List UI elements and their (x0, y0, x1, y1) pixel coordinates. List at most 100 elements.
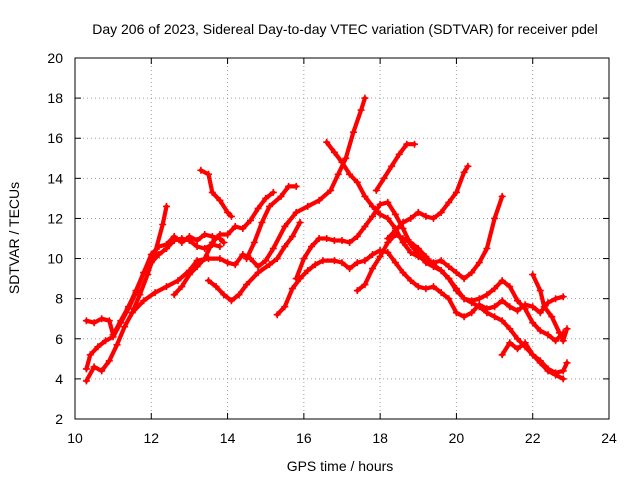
data-point-marker (342, 154, 350, 162)
data-point-marker (254, 269, 262, 277)
data-point-marker (323, 235, 331, 242)
data-point-marker (540, 303, 548, 311)
series-line (294, 200, 566, 381)
data-point-marker (330, 237, 338, 244)
data-point-marker (529, 271, 537, 279)
data-point-marker (555, 329, 563, 337)
data-point-marker (563, 325, 571, 333)
data-point-marker (437, 257, 445, 265)
data-point-marker (216, 243, 224, 250)
data-point-marker (224, 259, 232, 267)
data-point-marker (220, 291, 228, 299)
data-point-marker (468, 269, 476, 277)
series-s6 (197, 166, 235, 220)
series-s5 (170, 188, 277, 299)
data-point-marker (361, 223, 369, 230)
data-point-marker (94, 343, 102, 351)
series-s13 (372, 140, 418, 194)
data-point-marker (395, 150, 403, 158)
data-point-marker (102, 337, 109, 345)
data-point-marker (376, 210, 384, 218)
data-point-marker (258, 219, 266, 226)
data-point-marker (235, 291, 243, 299)
data-point-marker (491, 285, 499, 293)
data-point-marker (422, 212, 430, 220)
data-point-marker (239, 225, 247, 232)
y-tick-label: 6 (55, 331, 63, 347)
data-point-marker (266, 261, 273, 269)
data-point-marker (163, 245, 170, 252)
data-point-marker (98, 367, 106, 375)
data-point-marker (86, 351, 94, 359)
data-point-marker (376, 200, 384, 208)
data-point-marker (254, 204, 262, 212)
data-point-marker (109, 333, 117, 341)
x-tick-label: 16 (296, 430, 312, 446)
y-tick-label: 20 (47, 50, 63, 66)
data-point-marker (437, 208, 445, 216)
data-point-marker (452, 285, 460, 293)
data-point-marker (90, 363, 98, 371)
data-point-marker (544, 331, 552, 339)
x-tick-label: 22 (525, 430, 541, 446)
data-point-marker (128, 309, 136, 317)
data-point-marker (266, 202, 273, 210)
data-point-marker (498, 351, 506, 359)
data-point-marker (445, 295, 453, 303)
data-point-marker (369, 251, 376, 258)
series-s12 (353, 231, 567, 345)
y-tick-label: 18 (47, 90, 63, 106)
data-point-marker (475, 259, 483, 267)
data-point-marker (319, 257, 327, 265)
data-point-marker (201, 245, 209, 252)
series-s4 (128, 94, 369, 317)
data-point-marker (452, 309, 460, 317)
x-tick-label: 14 (220, 430, 236, 446)
data-point-marker (407, 214, 415, 222)
data-point-marker (216, 231, 224, 238)
data-point-marker (117, 319, 125, 327)
data-point-marker (163, 202, 170, 210)
data-point-marker (563, 359, 571, 367)
data-point-marker (277, 192, 285, 200)
series-s14 (384, 162, 472, 242)
data-point-marker (498, 192, 506, 200)
data-point-marker (300, 255, 308, 263)
data-point-marker (506, 339, 514, 347)
data-point-marker (536, 309, 544, 317)
data-point-marker (334, 170, 342, 178)
data-point-marker (445, 263, 453, 271)
data-point-marker (361, 192, 369, 200)
data-point-marker (140, 269, 148, 277)
data-point-marker (208, 239, 216, 246)
x-axis-label: GPS time / hours (287, 458, 394, 474)
data-point-marker (468, 309, 476, 317)
data-point-marker (430, 283, 437, 291)
data-point-marker (399, 235, 407, 242)
data-point-marker (483, 245, 491, 252)
x-tick-label: 24 (601, 430, 617, 446)
data-point-marker (262, 257, 270, 265)
data-point-marker (475, 303, 483, 311)
data-point-marker (414, 283, 422, 291)
data-point-marker (113, 341, 121, 349)
data-point-marker (197, 166, 205, 174)
data-point-marker (201, 255, 209, 263)
data-point-marker (491, 303, 499, 311)
series-line (130, 96, 367, 315)
data-point-marker (224, 208, 232, 216)
data-point-marker (411, 140, 418, 148)
data-point-marker (376, 253, 384, 261)
data-point-marker (155, 243, 163, 250)
series-s15 (498, 339, 571, 377)
data-point-marker (250, 239, 258, 246)
data-point-marker (452, 269, 460, 277)
data-point-marker (529, 303, 537, 311)
data-point-marker (491, 214, 499, 222)
data-point-marker (514, 307, 521, 315)
data-point-marker (506, 325, 514, 333)
data-point-marker (147, 259, 155, 267)
series-line (500, 340, 570, 375)
data-point-marker (445, 275, 453, 283)
